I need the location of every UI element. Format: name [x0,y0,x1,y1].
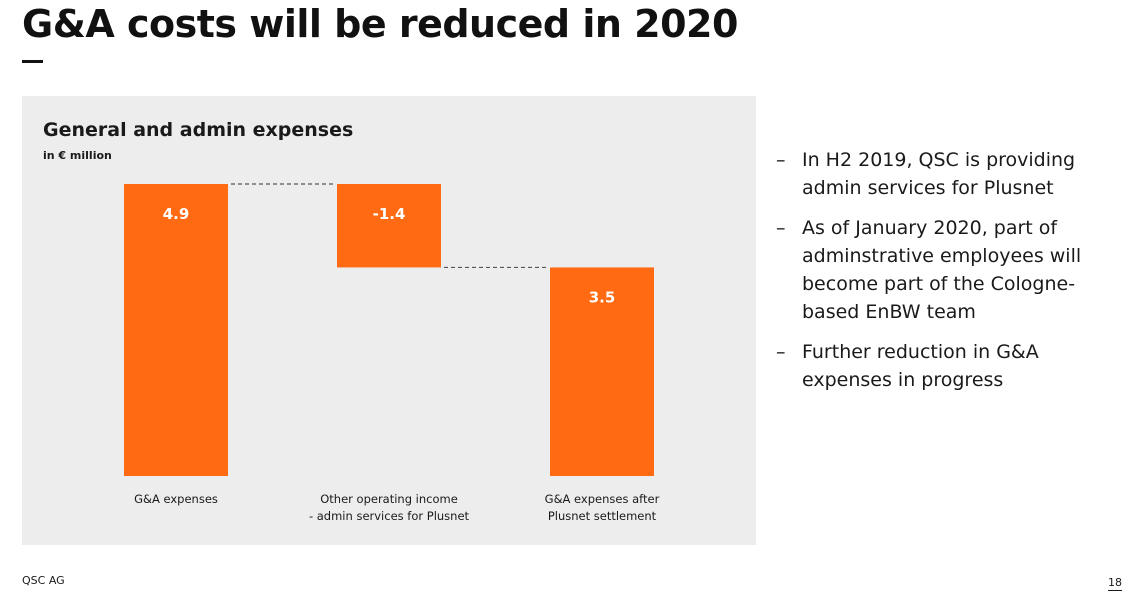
bullet-text: In H2 2019, QSC is providing admin servi… [802,149,1076,199]
chart-marks: 4.9 G&A expenses -1.4 Other operating incom… [124,183,660,523]
category-label: - admin services for Plusnet [309,509,470,523]
bar-value-label: 4.9 [163,205,190,223]
chart-panel: General and admin expenses in € million … [22,96,756,545]
bullet-item: – As of January 2020, part of adminstrati… [776,214,1126,326]
bullet-dash: – [776,217,786,239]
waterfall-chart: General and admin expenses in € million … [43,119,660,523]
footer-company: QSC AG [22,574,65,587]
bullet-item: – In H2 2019, QSC is providing admin serv… [776,146,1126,202]
bar-value-label: 3.5 [589,288,616,306]
slide-title: G&A costs will be reduced in 2020 [22,2,738,46]
bullet-list: – In H2 2019, QSC is providing admin serv… [776,146,1126,406]
bar [337,184,441,268]
bullet-text: Further reduction in G&A expenses in pro… [802,341,1039,391]
bar [550,267,654,476]
bar-value-label: -1.4 [373,205,406,223]
category-label: G&A expenses [134,492,218,506]
bullet-text: As of January 2020, part of adminstrativ… [802,217,1082,323]
title-underline [22,60,43,63]
bar [124,184,228,476]
chart-title: General and admin expenses [43,119,353,141]
bullet-dash: – [776,341,786,363]
category-label: G&A expenses after [545,492,660,506]
page-number: 18 [1108,576,1122,591]
chart-subtitle: in € million [43,149,112,162]
category-label: Plusnet settlement [548,509,657,523]
bullet-dash: – [776,149,786,171]
category-label: Other operating income [320,492,458,506]
bullet-item: – Further reduction in G&A expenses in pr… [776,338,1126,394]
